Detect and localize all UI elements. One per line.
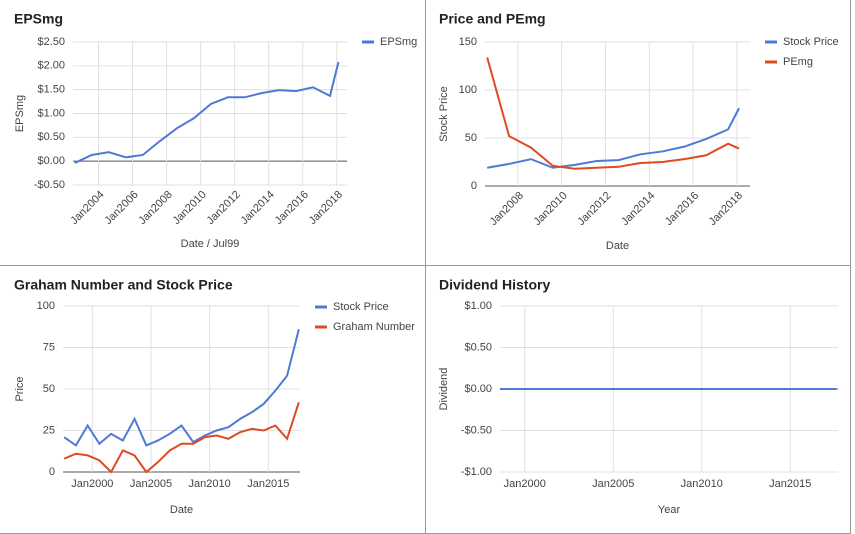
series-line bbox=[74, 61, 340, 164]
x-tick-label: Jan2015 bbox=[769, 478, 811, 490]
y-tick-label: 100 bbox=[459, 84, 477, 96]
y-axis-label: Stock Price bbox=[438, 86, 450, 142]
y-tick-label: $0.00 bbox=[464, 383, 492, 395]
x-tick-label: Jan2010 bbox=[189, 478, 231, 490]
chart-title: EPSmg bbox=[14, 11, 63, 27]
y-axis-label: Dividend bbox=[438, 368, 450, 411]
x-axis-label: Date bbox=[606, 240, 629, 252]
series-line bbox=[486, 57, 740, 170]
y-tick-label: $0.00 bbox=[37, 155, 65, 167]
x-tick-label: Jan2000 bbox=[71, 478, 113, 490]
y-tick-label: 0 bbox=[471, 180, 477, 192]
legend-label: Graham Number bbox=[333, 321, 415, 333]
series-line bbox=[63, 328, 300, 447]
y-tick-label: 50 bbox=[43, 383, 55, 395]
x-axis-label: Date bbox=[170, 504, 193, 516]
x-axis-label: Year bbox=[658, 504, 681, 516]
y-tick-label: $0.50 bbox=[464, 341, 492, 353]
y-tick-label: 75 bbox=[43, 341, 55, 353]
y-tick-label: -$0.50 bbox=[461, 424, 492, 436]
y-tick-label: 25 bbox=[43, 424, 55, 436]
y-axis-label: Price bbox=[14, 376, 26, 401]
y-tick-label: 150 bbox=[459, 36, 477, 48]
chart-title: Graham Number and Stock Price bbox=[14, 277, 233, 293]
legend-label: PEmg bbox=[783, 56, 813, 68]
legend-label: EPSmg bbox=[380, 36, 417, 48]
y-tick-label: 100 bbox=[37, 300, 55, 312]
chart-title: Dividend History bbox=[439, 277, 550, 293]
x-axis-label: Date / Jul99 bbox=[181, 238, 240, 250]
chart-title: Price and PEmg bbox=[439, 11, 546, 27]
y-tick-label: $1.00 bbox=[37, 107, 65, 119]
x-tick-label: Jan2005 bbox=[130, 478, 172, 490]
x-tick-label: Jan2005 bbox=[592, 478, 634, 490]
legend-label: Stock Price bbox=[333, 301, 389, 313]
y-tick-label: $1.00 bbox=[464, 300, 492, 312]
y-axis-label: EPSmg bbox=[14, 95, 26, 132]
y-tick-label: $0.50 bbox=[37, 131, 65, 143]
legend-label: Stock Price bbox=[783, 36, 839, 48]
y-tick-label: -$1.00 bbox=[461, 466, 492, 478]
x-tick-label: Jan2015 bbox=[247, 478, 289, 490]
y-tick-label: 0 bbox=[49, 466, 55, 478]
y-tick-label: $2.00 bbox=[37, 60, 65, 72]
y-tick-label: $2.50 bbox=[37, 36, 65, 48]
y-tick-label: $1.50 bbox=[37, 84, 65, 96]
series-line bbox=[487, 107, 740, 169]
y-tick-label: -$0.50 bbox=[34, 179, 65, 191]
x-tick-label: Jan2010 bbox=[681, 478, 723, 490]
y-tick-label: 50 bbox=[465, 132, 477, 144]
x-tick-label: Jan2000 bbox=[504, 478, 546, 490]
series-line bbox=[63, 401, 300, 474]
